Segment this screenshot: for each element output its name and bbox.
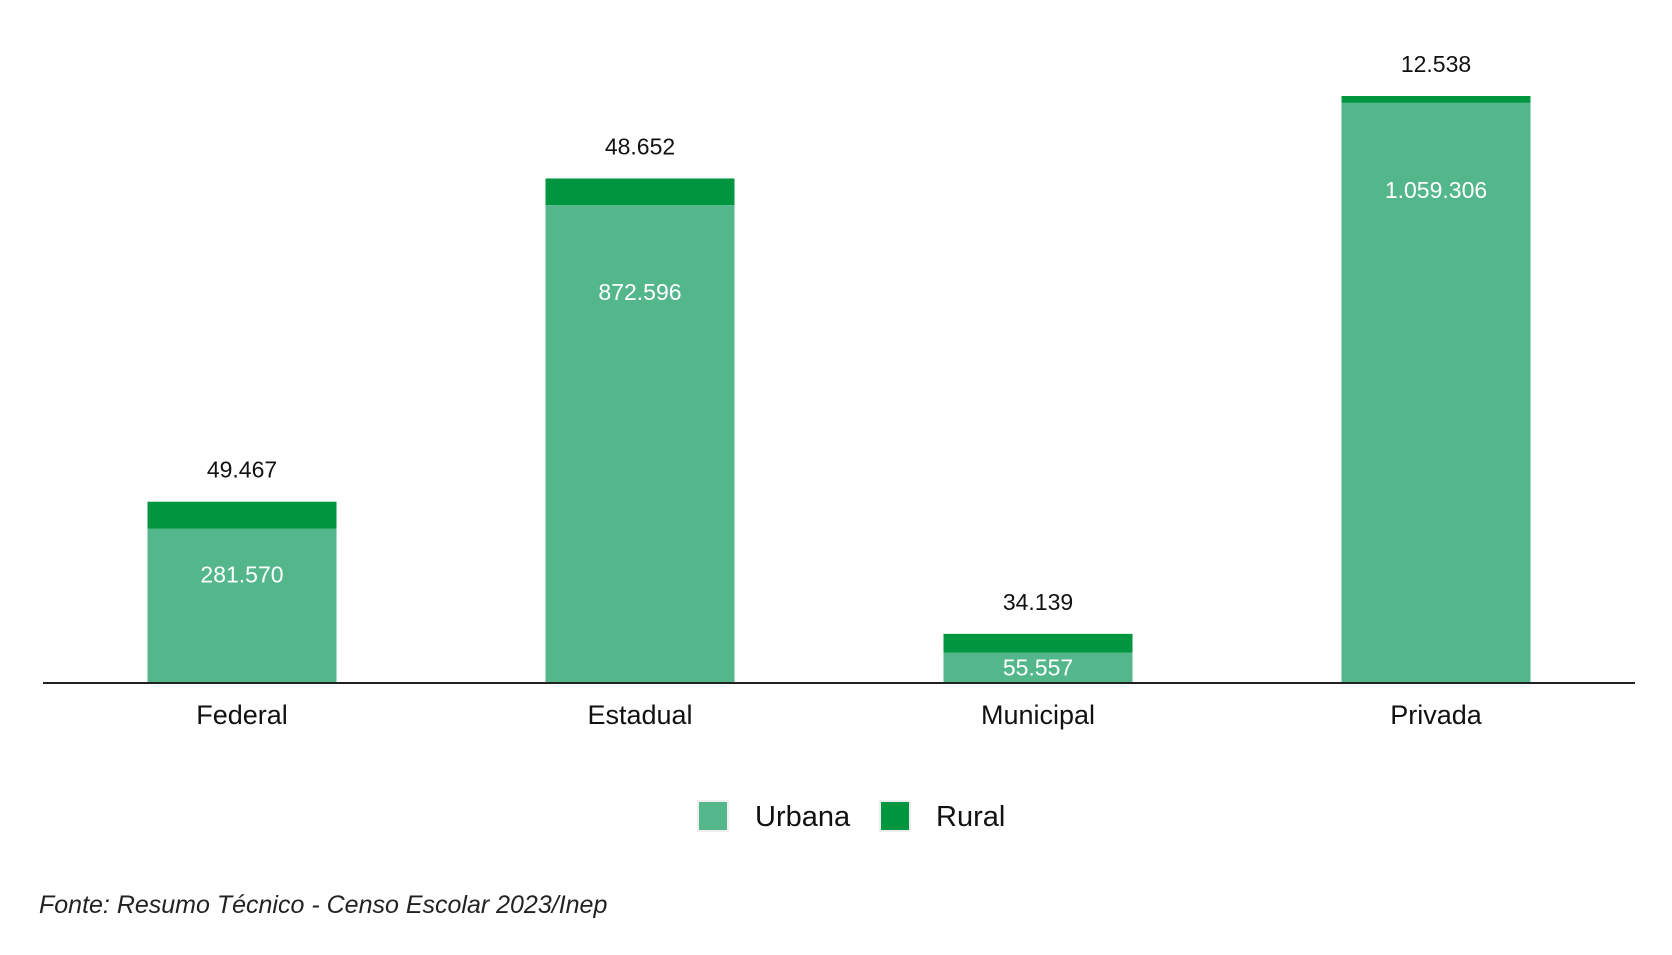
bar-rural-estadual [545,178,735,206]
data-label-rural-municipal: 34.139 [1003,589,1073,615]
category-label-estadual: Estadual [587,700,692,730]
bar-urbana-privada [1341,102,1531,683]
category-label-privada: Privada [1390,700,1483,730]
data-label-rural-federal: 49.467 [207,457,277,483]
data-label-urbana-privada: 1.059.306 [1385,177,1487,203]
data-label-urbana-estadual: 872.596 [598,279,681,305]
bar-urbana-estadual [545,205,735,684]
legend-swatch-urbana [697,800,729,832]
bar-rural-federal [147,501,337,529]
legend: Urbana Rural [697,800,1005,833]
bar-rural-privada [1341,96,1531,103]
legend-label-rural: Rural [936,801,1005,833]
data-label-urbana-federal: 281.570 [200,561,283,587]
source-note: Fonte: Resumo Técnico - Censo Escolar 20… [39,891,607,919]
data-label-urbana-municipal: 55.557 [1003,654,1073,680]
bars-group: 281.570 49.467 872.596 48.652 55.557 34.139 1.… [147,51,1531,684]
legend-swatch-rural [879,800,911,832]
bar-urbana-municipal [943,652,1133,683]
category-labels: Federal Estadual Municipal Privada [196,700,1483,730]
category-label-federal: Federal [196,700,288,730]
category-label-municipal: Municipal [981,700,1095,730]
data-label-rural-estadual: 48.652 [605,133,675,159]
data-label-rural-privada: 12.538 [1401,51,1471,77]
legend-label-urbana: Urbana [755,801,851,833]
bar-urbana-federal [147,528,337,683]
bar-rural-municipal [943,633,1133,653]
